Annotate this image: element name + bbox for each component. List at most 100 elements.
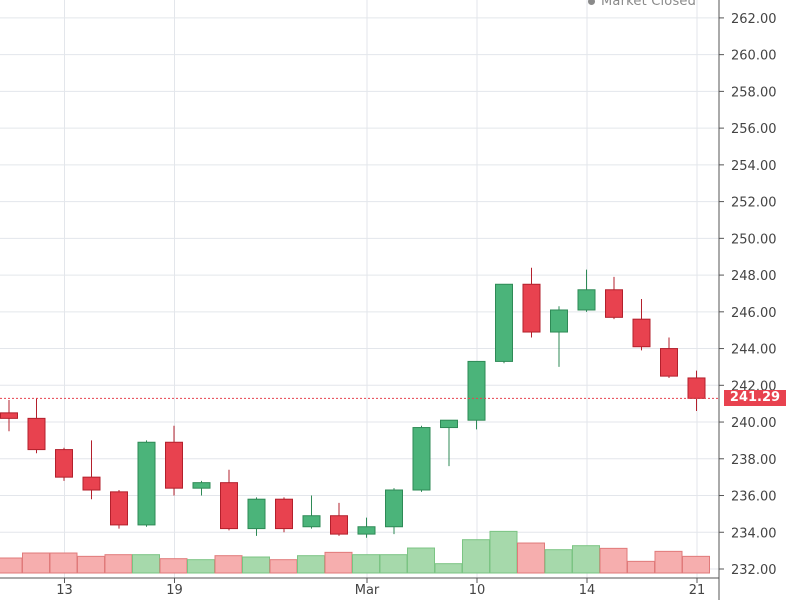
candle: [330, 502, 348, 536]
candle: [522, 267, 541, 338]
candle-body: [110, 491, 128, 526]
x-tick-label: 21: [689, 583, 706, 598]
candle-body: [82, 476, 101, 491]
candle: [495, 283, 513, 364]
volume-bar: [489, 530, 518, 574]
volume-bar: [627, 560, 655, 574]
y-tick-label: 240.00: [731, 416, 777, 431]
candle-body: [687, 377, 706, 399]
volume-bar: [379, 554, 408, 574]
candle: [467, 360, 486, 430]
candle-body: [605, 289, 623, 318]
candle-body: [660, 348, 678, 377]
candle-body: [55, 449, 73, 478]
volume-bar: [544, 549, 573, 574]
candle-body: [247, 498, 266, 530]
candle-body: [632, 318, 651, 348]
volume-bar: [187, 559, 215, 574]
candle-body: [27, 417, 46, 451]
y-tick-label: 236.00: [731, 490, 777, 505]
volume-bar: [22, 552, 50, 574]
y-tick-label: 238.00: [731, 453, 777, 468]
candle-body: [302, 515, 321, 528]
y-tick-label: 258.00: [731, 85, 777, 100]
x-axis: 13 19 Mar 10 14 21: [0, 577, 719, 598]
candle: [660, 337, 678, 378]
candle-body: [0, 412, 18, 419]
y-tick-label: 252.00: [731, 196, 777, 211]
candle-body: [137, 441, 156, 526]
candle: [137, 440, 156, 527]
volume-bar: [49, 552, 78, 574]
candle-body: [412, 427, 431, 491]
candle-body: [495, 283, 513, 362]
candle: [82, 440, 101, 500]
dot-icon: [588, 0, 595, 5]
candle: [357, 517, 376, 538]
candle: [440, 419, 458, 467]
x-tick-label: 13: [56, 583, 73, 598]
candle: [550, 306, 568, 367]
y-tick-label: 246.00: [731, 306, 777, 321]
y-tick-label: 254.00: [731, 159, 777, 174]
volume-bar: [434, 563, 463, 574]
volume-bar: [297, 555, 325, 574]
candle-body: [330, 515, 348, 535]
volume-bar: [599, 547, 628, 574]
candle: [412, 425, 431, 492]
candle: [55, 447, 73, 481]
candle-body: [467, 360, 486, 421]
x-tick-label: 19: [166, 583, 183, 598]
x-tick-label: Mar: [355, 583, 380, 598]
volume-bar: [214, 555, 243, 574]
candle: [220, 469, 238, 531]
y-tick-label: 250.00: [731, 232, 777, 247]
candle: [605, 276, 623, 320]
candles: [0, 267, 706, 538]
last-price-tag: 241.29: [724, 390, 786, 407]
x-tick-label: 10: [469, 583, 486, 598]
y-tick-label: 234.00: [731, 526, 777, 541]
volume-bar: [132, 554, 160, 574]
candle-body: [522, 283, 541, 333]
volume-bar: [654, 550, 683, 574]
y-tick-label: 260.00: [731, 49, 777, 64]
candle: [302, 495, 321, 529]
candle: [192, 480, 211, 496]
candle: [165, 425, 183, 496]
volume-bars: [0, 530, 710, 574]
candle-body: [550, 309, 568, 333]
volume-bar: [0, 557, 23, 574]
y-tick-label: 232.00: [731, 563, 777, 578]
volume-bar: [269, 559, 298, 574]
volume-bar: [104, 554, 133, 574]
volume-bar: [407, 547, 435, 574]
volume-bar: [572, 545, 600, 574]
volume-bar: [242, 556, 270, 574]
candle: [247, 497, 266, 536]
candle-body: [385, 489, 403, 528]
candle-body: [440, 419, 458, 429]
grid-lines: [0, 0, 719, 578]
volume-bar: [77, 555, 105, 574]
x-tick-label: 14: [579, 583, 596, 598]
candle: [0, 399, 18, 432]
y-tick-label: 256.00: [731, 122, 777, 137]
volume-bar: [517, 542, 545, 574]
candle-body: [192, 482, 211, 489]
y-axis: 232.00234.00236.00238.00240.00242.00244.…: [718, 0, 777, 600]
market-status: Market Closed: [588, 0, 696, 12]
volume-bar: [462, 539, 490, 574]
candle-body: [577, 289, 596, 311]
volume-bar: [324, 551, 353, 574]
volume-bar: [352, 554, 380, 574]
candle: [632, 298, 651, 351]
candle-body: [357, 526, 376, 535]
candle-body: [220, 482, 238, 530]
candle: [577, 269, 596, 312]
volume-bar: [682, 555, 710, 574]
candle-body: [165, 441, 183, 489]
market-status-text: Market Closed: [601, 0, 697, 9]
